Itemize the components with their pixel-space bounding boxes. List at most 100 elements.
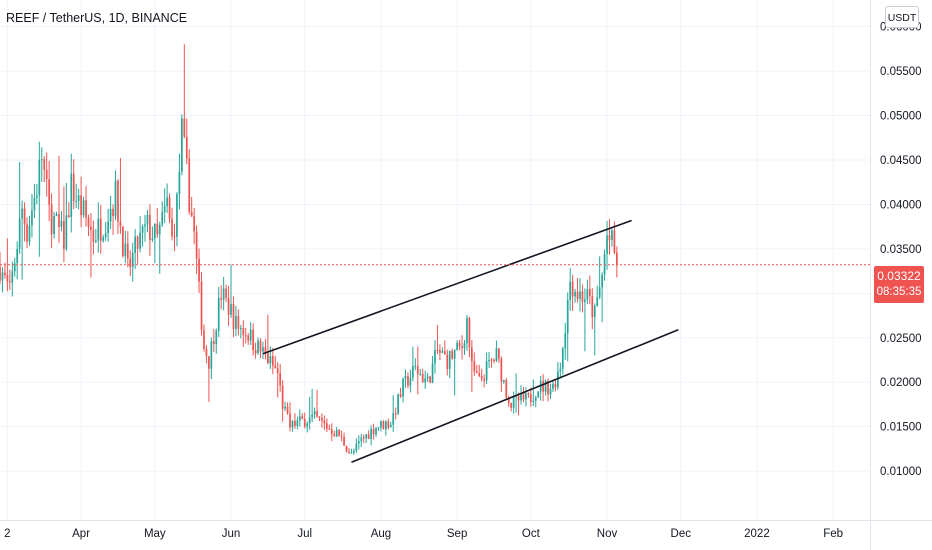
candle-body [458, 342, 461, 347]
candle-body [97, 218, 100, 241]
candle-body [21, 208, 23, 219]
time-tick-label: Sep [447, 528, 467, 540]
candle-body [65, 215, 68, 249]
candle-body [598, 287, 601, 298]
time-axis[interactable]: 2 Apr May Jun Jul Aug Sep Oct Nov Dec 2022 Feb [4, 528, 843, 540]
candle-body [139, 232, 141, 249]
candle-body [75, 201, 78, 203]
candle-body [537, 391, 540, 398]
candle-body [87, 217, 90, 227]
candle-body [217, 297, 220, 331]
time-tick-label: 2022 [744, 528, 770, 540]
candle-body [40, 159, 43, 161]
candle-body [90, 226, 92, 231]
candle-body [601, 274, 603, 288]
trendline-channel-lower[interactable] [351, 329, 679, 463]
candle-body [36, 195, 38, 198]
candle-body [181, 118, 183, 172]
last-price-tag: 0.03322 08:35:35 [874, 266, 924, 303]
candle-body [173, 236, 176, 238]
candle-body [493, 359, 495, 361]
candle-body [264, 347, 267, 354]
symbol-title[interactable]: REEF / TetherUS, 1D, BINANCE [6, 11, 188, 25]
candle-body [308, 417, 311, 424]
candle-body [571, 281, 574, 297]
trendline-channel-upper[interactable] [262, 219, 632, 355]
candle-body [16, 248, 19, 264]
candle-body [431, 363, 434, 383]
candle-body [463, 343, 466, 349]
candle-body [564, 333, 567, 349]
candle-body [412, 366, 414, 378]
price-tick-label: 0.04500 [880, 155, 922, 167]
candle-body [468, 318, 471, 348]
candle-body [151, 238, 154, 240]
candle-body [478, 372, 481, 377]
currency-unit-button[interactable]: USDT [885, 6, 919, 28]
candle-body [168, 197, 171, 219]
trendlines-layer[interactable] [262, 219, 679, 463]
candle-body [498, 348, 500, 359]
candle-body [402, 378, 404, 397]
candle-body [500, 358, 503, 382]
candle-body [235, 316, 237, 329]
candle-body [448, 351, 451, 369]
candle-body [58, 214, 60, 227]
price-tick-label: 0.01500 [880, 422, 922, 434]
candle-body [0, 266, 1, 281]
price-tick-label: 0.04000 [880, 199, 922, 211]
candle-body [178, 171, 181, 195]
candle-body [569, 281, 572, 300]
candle-body [608, 235, 611, 241]
candle-body [254, 350, 257, 354]
time-tick-label: Feb [823, 528, 843, 540]
candle-body [134, 236, 137, 253]
candle-body [294, 420, 296, 427]
candle-body [303, 418, 306, 427]
candles-layer [0, 44, 618, 455]
candle-body [517, 395, 520, 401]
candle-body [237, 316, 240, 329]
candle-body [70, 173, 73, 218]
candle-body [131, 252, 134, 268]
candle-body [456, 342, 458, 351]
candle-body [407, 376, 409, 386]
time-tick-label: Jul [297, 528, 312, 540]
time-tick-label: May [144, 528, 166, 540]
candle-body [286, 406, 289, 414]
candle-body [512, 396, 515, 408]
time-tick-label: Nov [597, 528, 618, 540]
candle-body [596, 297, 599, 307]
candle-body [343, 436, 345, 446]
candle-body [549, 388, 552, 395]
candle-body [208, 356, 210, 369]
candle-body [227, 297, 230, 315]
candle-body [284, 406, 286, 409]
candle-body [350, 452, 353, 454]
candle-body [335, 429, 338, 437]
candle-body [1, 272, 4, 281]
candle-body [222, 288, 225, 300]
candle-body [298, 416, 301, 421]
candle-body [183, 118, 186, 137]
candle-body [289, 413, 291, 428]
candle-body [18, 218, 21, 249]
price-tick-label: 0.03500 [880, 244, 922, 256]
candle-body [94, 240, 97, 242]
candle-body [26, 224, 28, 242]
candle-body [43, 159, 46, 170]
candle-body [330, 429, 333, 435]
candle-body [529, 394, 532, 403]
price-axis[interactable]: 0.060000.055000.050000.045000.040000.035… [880, 22, 922, 478]
candle-body [161, 212, 164, 225]
candle-body [200, 281, 203, 331]
candle-body [318, 416, 321, 419]
candle-body [45, 169, 48, 180]
candle-body [210, 341, 213, 369]
candle-body [606, 235, 608, 254]
candle-body [176, 194, 178, 237]
candle-body [220, 297, 223, 300]
candle-body [188, 158, 191, 213]
candle-body [146, 214, 149, 225]
